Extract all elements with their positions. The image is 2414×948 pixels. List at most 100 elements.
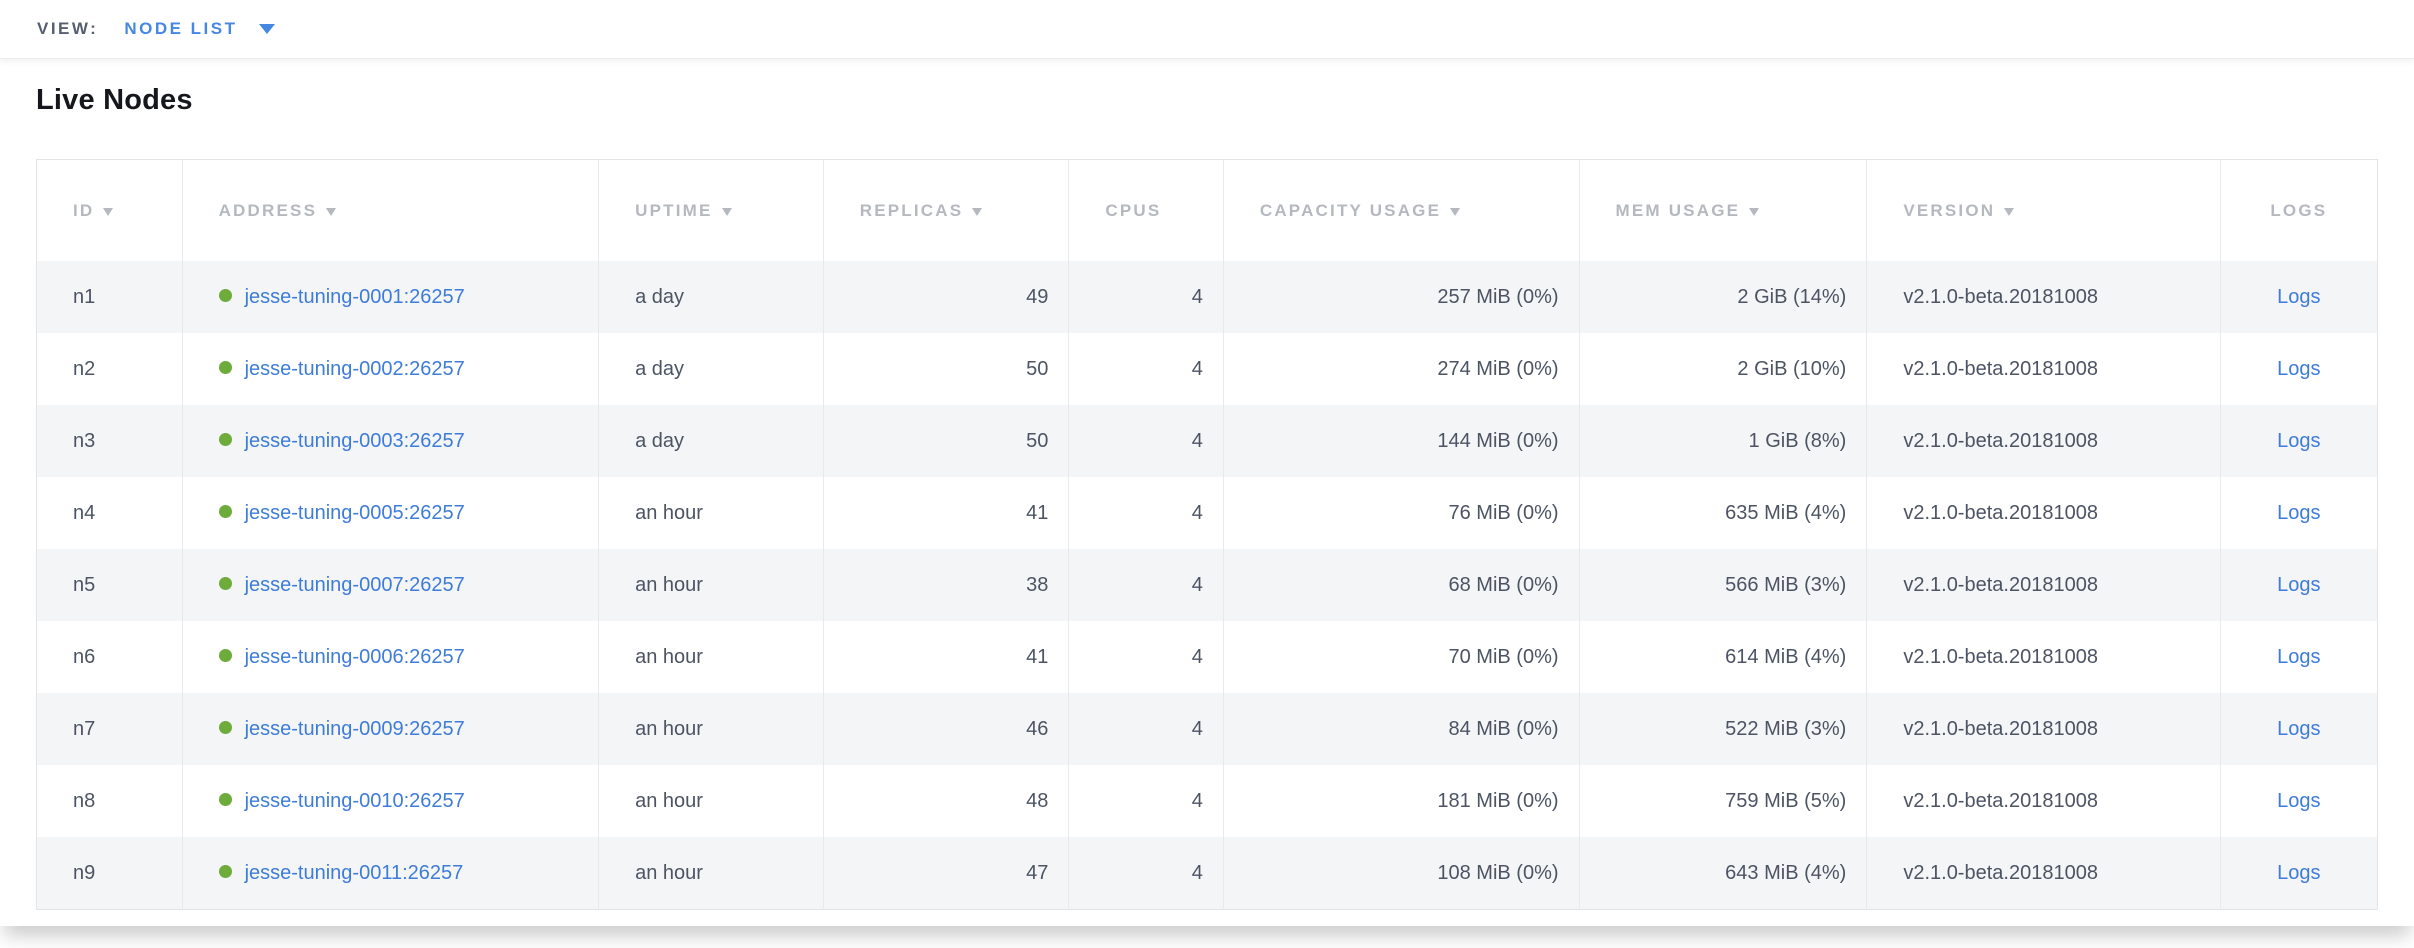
column-header-label: MEM USAGE bbox=[1615, 200, 1741, 220]
sort-desc-icon bbox=[326, 207, 337, 216]
table-row: n1 jesse-tuning-0001:26257 a day 49 4 257 MiB… bbox=[37, 261, 2377, 333]
cell-cpus: 4 bbox=[1068, 261, 1224, 333]
cell-address: jesse-tuning-0006:26257 bbox=[182, 621, 600, 693]
cell-id: n4 bbox=[37, 477, 183, 549]
cell-cpus: 4 bbox=[1068, 477, 1224, 549]
live-status-icon bbox=[218, 432, 232, 446]
node-address-link[interactable]: jesse-tuning-0002:26257 bbox=[244, 357, 465, 380]
view-selector[interactable]: NODE LIST bbox=[124, 19, 276, 39]
table-row: n9 jesse-tuning-0011:26257 an hour 47 4 108 M… bbox=[37, 837, 2377, 909]
node-address-link[interactable]: jesse-tuning-0010:26257 bbox=[244, 789, 465, 812]
view-selected-value: NODE LIST bbox=[124, 19, 238, 38]
live-nodes-table: ID ADDRESS UPTIME REPLICAS CPUS CAPACITY USAG… bbox=[37, 160, 2377, 909]
sort-desc-icon bbox=[2004, 207, 2015, 216]
node-address-link[interactable]: jesse-tuning-0003:26257 bbox=[244, 429, 465, 452]
column-header-label: REPLICAS bbox=[859, 200, 964, 220]
cell-version: v2.1.0-beta.20181008 bbox=[1866, 621, 2221, 693]
column-header-version[interactable]: VERSION bbox=[1866, 160, 2221, 261]
cell-mem-usage: 2 GiB (10%) bbox=[1579, 333, 1868, 405]
cell-cpus: 4 bbox=[1068, 621, 1224, 693]
node-logs-link[interactable]: Logs bbox=[2277, 573, 2321, 596]
cell-capacity-usage: 70 MiB (0%) bbox=[1223, 621, 1580, 693]
cell-logs-label: Logs bbox=[2220, 693, 2377, 765]
cell-logs-label: Logs bbox=[2220, 837, 2377, 909]
cell-replicas: 41 bbox=[823, 477, 1070, 549]
table-row: n3 jesse-tuning-0003:26257 a day 50 4 144 MiB… bbox=[37, 405, 2377, 477]
sort-desc-icon bbox=[972, 207, 983, 216]
cell-version: v2.1.0-beta.20181008 bbox=[1866, 333, 2221, 405]
cell-cpus: 4 bbox=[1068, 693, 1224, 765]
column-header-replicas[interactable]: REPLICAS bbox=[823, 160, 1070, 261]
cell-replicas: 50 bbox=[823, 405, 1070, 477]
cell-address: jesse-tuning-0001:26257 bbox=[182, 261, 600, 333]
node-address-link[interactable]: jesse-tuning-0011:26257 bbox=[244, 861, 464, 884]
table-header-row: ID ADDRESS UPTIME REPLICAS CPUS CAPACITY USAG… bbox=[37, 160, 2377, 261]
node-address-link[interactable]: jesse-tuning-0009:26257 bbox=[244, 717, 465, 740]
node-logs-link[interactable]: Logs bbox=[2277, 429, 2321, 452]
cell-address: jesse-tuning-0005:26257 bbox=[182, 477, 600, 549]
table-row: n2 jesse-tuning-0002:26257 a day 50 4 274 MiB… bbox=[37, 333, 2377, 405]
cell-id: n9 bbox=[37, 837, 183, 909]
chevron-down-icon bbox=[259, 24, 276, 34]
node-logs-link[interactable]: Logs bbox=[2277, 501, 2321, 524]
cell-mem-usage: 522 MiB (3%) bbox=[1579, 693, 1868, 765]
live-status-icon bbox=[218, 576, 232, 590]
cell-capacity-usage: 274 MiB (0%) bbox=[1223, 333, 1580, 405]
cell-address: jesse-tuning-0009:26257 bbox=[182, 693, 600, 765]
table-row: n4 jesse-tuning-0005:26257 an hour 41 4 76 Mi… bbox=[37, 477, 2377, 549]
table-row: n8 jesse-tuning-0010:26257 an hour 48 4 181 M… bbox=[37, 765, 2377, 837]
table-row: n7 jesse-tuning-0009:26257 an hour 46 4 84 Mi… bbox=[37, 693, 2377, 765]
cell-cpus: 4 bbox=[1068, 837, 1224, 909]
live-status-icon bbox=[218, 360, 232, 374]
cell-address: jesse-tuning-0011:26257 bbox=[182, 837, 600, 909]
node-address-link[interactable]: jesse-tuning-0005:26257 bbox=[244, 501, 465, 524]
cell-version: v2.1.0-beta.20181008 bbox=[1866, 837, 2221, 909]
column-header-capacity-usage[interactable]: CAPACITY USAGE bbox=[1223, 160, 1580, 261]
node-address-link[interactable]: jesse-tuning-0006:26257 bbox=[244, 645, 465, 668]
cell-uptime: an hour bbox=[598, 765, 824, 837]
cell-mem-usage: 2 GiB (14%) bbox=[1579, 261, 1868, 333]
node-address-link[interactable]: jesse-tuning-0001:26257 bbox=[244, 285, 465, 308]
cell-logs-label: Logs bbox=[2220, 621, 2377, 693]
cell-id: n3 bbox=[37, 405, 183, 477]
table-row: n6 jesse-tuning-0006:26257 an hour 41 4 70 Mi… bbox=[37, 621, 2377, 693]
cell-version: v2.1.0-beta.20181008 bbox=[1866, 549, 2221, 621]
column-header-logs: LOGS bbox=[2220, 160, 2377, 261]
node-logs-link[interactable]: Logs bbox=[2277, 645, 2321, 668]
column-header-uptime[interactable]: UPTIME bbox=[598, 160, 824, 261]
cell-capacity-usage: 76 MiB (0%) bbox=[1223, 477, 1580, 549]
cell-id: n2 bbox=[37, 333, 183, 405]
cell-uptime: a day bbox=[598, 405, 824, 477]
table-row: n5 jesse-tuning-0007:26257 an hour 38 4 68 Mi… bbox=[37, 549, 2377, 621]
column-header-label: CAPACITY USAGE bbox=[1259, 200, 1442, 220]
cell-id: n5 bbox=[37, 549, 183, 621]
node-logs-link[interactable]: Logs bbox=[2277, 285, 2321, 308]
cell-address: jesse-tuning-0007:26257 bbox=[182, 549, 600, 621]
node-logs-link[interactable]: Logs bbox=[2277, 861, 2321, 884]
cell-version: v2.1.0-beta.20181008 bbox=[1866, 261, 2221, 333]
cell-logs-label: Logs bbox=[2220, 477, 2377, 549]
cell-uptime: a day bbox=[598, 333, 824, 405]
cell-address: jesse-tuning-0002:26257 bbox=[182, 333, 600, 405]
node-logs-link[interactable]: Logs bbox=[2277, 357, 2321, 380]
column-header-id[interactable]: ID bbox=[37, 160, 183, 261]
view-bar: VIEW: NODE LIST bbox=[0, 0, 2414, 58]
column-header-label: UPTIME bbox=[635, 200, 713, 220]
cell-capacity-usage: 108 MiB (0%) bbox=[1223, 837, 1580, 909]
column-header-label: LOGS bbox=[2270, 200, 2328, 220]
cell-capacity-usage: 181 MiB (0%) bbox=[1223, 765, 1580, 837]
node-address-link[interactable]: jesse-tuning-0007:26257 bbox=[244, 573, 465, 596]
cell-cpus: 4 bbox=[1068, 405, 1224, 477]
cell-cpus: 4 bbox=[1068, 765, 1224, 837]
cell-id: n6 bbox=[37, 621, 183, 693]
live-status-icon bbox=[218, 792, 232, 806]
node-logs-link[interactable]: Logs bbox=[2277, 789, 2321, 812]
cell-id: n7 bbox=[37, 693, 183, 765]
column-header-label: VERSION bbox=[1903, 200, 1996, 220]
column-header-address[interactable]: ADDRESS bbox=[182, 160, 600, 261]
node-logs-link[interactable]: Logs bbox=[2277, 717, 2321, 740]
cell-logs-label: Logs bbox=[2220, 765, 2377, 837]
cell-replicas: 47 bbox=[823, 837, 1070, 909]
sort-desc-icon bbox=[721, 207, 732, 216]
column-header-mem-usage[interactable]: MEM USAGE bbox=[1579, 160, 1868, 261]
